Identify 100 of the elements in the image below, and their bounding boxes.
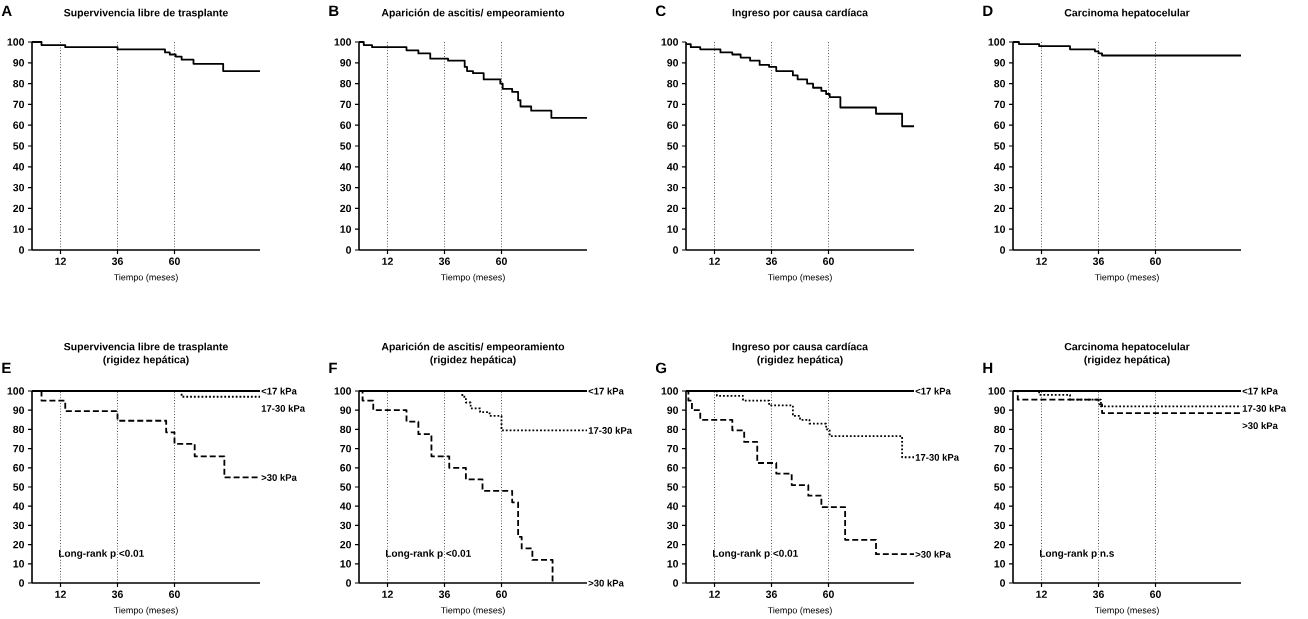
series-label: <17 kPa xyxy=(1242,387,1278,395)
annotation: Long-rank p <0.01 xyxy=(386,549,471,559)
y-tick-label: 50 xyxy=(340,142,352,150)
series-label: 17-30 kPa xyxy=(261,404,306,412)
y-tick-label: 80 xyxy=(994,425,1006,434)
y-tick-label: 20 xyxy=(13,540,25,549)
x-axis-title: Tiempo (meses) xyxy=(440,606,505,616)
text: A xyxy=(1,5,12,16)
series-label: >30 kPa xyxy=(915,550,951,558)
x-tick-label: 36 xyxy=(765,257,777,265)
y-tick-label: 80 xyxy=(994,79,1006,88)
y-tick-label: 60 xyxy=(13,121,25,129)
chart-subtitle: (rigidez hepática) xyxy=(757,355,843,366)
text: B xyxy=(329,5,339,16)
x-tick-label: 12 xyxy=(55,257,66,265)
text: C xyxy=(655,5,666,17)
y-tick-label: 40 xyxy=(666,502,679,510)
y-tick-label: 20 xyxy=(340,540,352,549)
y-tick-label: 40 xyxy=(993,163,1006,171)
y-tick-label: 100 xyxy=(7,38,25,46)
text: F xyxy=(329,362,337,374)
annotation: Long-rank p <0.01 xyxy=(59,549,144,559)
y-tick-label: 50 xyxy=(994,483,1006,491)
y-tick-label: 70 xyxy=(13,444,25,453)
y-tick-label: 100 xyxy=(7,387,25,395)
x-tick-label: 36 xyxy=(1092,257,1104,265)
x-axis-title: Tiempo (meses) xyxy=(440,273,505,283)
y-tick-label: 90 xyxy=(340,59,352,67)
x-tick-label: 60 xyxy=(169,590,180,598)
chart-title: Supervivencia libre de trasplante xyxy=(64,8,228,19)
y-tick-label: 30 xyxy=(13,183,25,192)
annotation: Long-rank p n.s xyxy=(1040,549,1114,559)
y-tick-label: 0 xyxy=(19,246,25,254)
y-tick-label: 90 xyxy=(13,406,25,414)
x-tick-label: 36 xyxy=(111,257,123,265)
x-tick-label: 12 xyxy=(1036,590,1047,598)
x-tick-label: 12 xyxy=(1036,257,1047,265)
y-tick-label: 40 xyxy=(993,502,1006,510)
y-tick-label: 90 xyxy=(340,406,352,414)
x-axis-title: Tiempo (meses) xyxy=(113,273,178,283)
text: E xyxy=(2,362,11,374)
y-tick-label: 30 xyxy=(994,183,1006,192)
text: G xyxy=(655,362,667,374)
y-tick-label: 50 xyxy=(667,142,679,150)
x-tick-label: 60 xyxy=(169,257,180,265)
chart-subtitle: (rigidez hepática) xyxy=(430,355,516,366)
y-tick-label: 20 xyxy=(13,204,25,213)
y-tick-label: 20 xyxy=(994,204,1006,213)
y-tick-label: 60 xyxy=(667,121,679,129)
chart-title: Aparición de ascitis/ empeoramiento xyxy=(381,342,565,353)
y-tick-label: 80 xyxy=(667,79,679,88)
y-tick-label: 90 xyxy=(994,59,1006,67)
y-tick-label: 60 xyxy=(340,121,352,129)
y-tick-label: 0 xyxy=(346,246,352,254)
y-tick-label: 0 xyxy=(346,579,352,587)
y-tick-label: 60 xyxy=(340,464,352,472)
y-tick-label: 80 xyxy=(340,79,352,88)
y-tick-label: 80 xyxy=(340,425,352,434)
y-tick-label: 70 xyxy=(994,444,1006,453)
annotation: Long-rank p <0.01 xyxy=(713,549,798,559)
y-tick-label: 10 xyxy=(340,560,352,568)
y-tick-label: 80 xyxy=(667,425,679,434)
x-tick-label: 60 xyxy=(1150,590,1161,598)
y-tick-label: 20 xyxy=(667,204,679,213)
x-axis-title: Tiempo (meses) xyxy=(767,606,832,616)
y-tick-label: 50 xyxy=(994,142,1006,150)
x-tick-label: 36 xyxy=(438,590,450,598)
y-tick-label: 100 xyxy=(661,38,679,46)
y-tick-label: 0 xyxy=(1000,246,1006,254)
y-tick-label: 20 xyxy=(667,540,679,549)
y-tick-label: 60 xyxy=(994,121,1006,129)
x-tick-label: 36 xyxy=(438,257,450,265)
y-tick-label: 30 xyxy=(13,521,25,530)
y-tick-label: 70 xyxy=(667,100,679,109)
x-tick-label: 12 xyxy=(709,257,720,265)
y-tick-label: 50 xyxy=(340,483,352,491)
y-tick-label: 100 xyxy=(334,387,352,395)
x-tick-label: 36 xyxy=(111,590,123,598)
chart-title: Carcinoma hepatocelular xyxy=(1064,8,1190,19)
y-tick-label: 60 xyxy=(994,464,1006,472)
y-tick-label: 20 xyxy=(340,204,352,213)
y-tick-label: 70 xyxy=(994,100,1006,109)
y-tick-label: 50 xyxy=(13,483,25,491)
y-tick-label: 100 xyxy=(334,38,352,46)
x-tick-label: 60 xyxy=(496,590,507,598)
y-tick-label: 50 xyxy=(13,142,25,150)
series-label: <17 kPa xyxy=(588,387,624,395)
series-label: 17-30 kPa xyxy=(588,426,633,434)
y-tick-label: 10 xyxy=(13,225,25,233)
y-tick-label: 0 xyxy=(1000,579,1006,587)
y-tick-label: 90 xyxy=(667,59,679,67)
y-tick-label: 100 xyxy=(988,387,1006,395)
y-tick-label: 0 xyxy=(673,246,679,254)
y-tick-label: 30 xyxy=(994,521,1006,530)
y-tick-label: 10 xyxy=(13,560,25,568)
x-tick-label: 60 xyxy=(1150,257,1161,265)
chart-subtitle: (rigidez hepática) xyxy=(1084,355,1170,366)
x-tick-label: 12 xyxy=(55,590,66,598)
y-tick-label: 40 xyxy=(339,502,352,510)
x-axis-title: Tiempo (meses) xyxy=(767,273,832,283)
